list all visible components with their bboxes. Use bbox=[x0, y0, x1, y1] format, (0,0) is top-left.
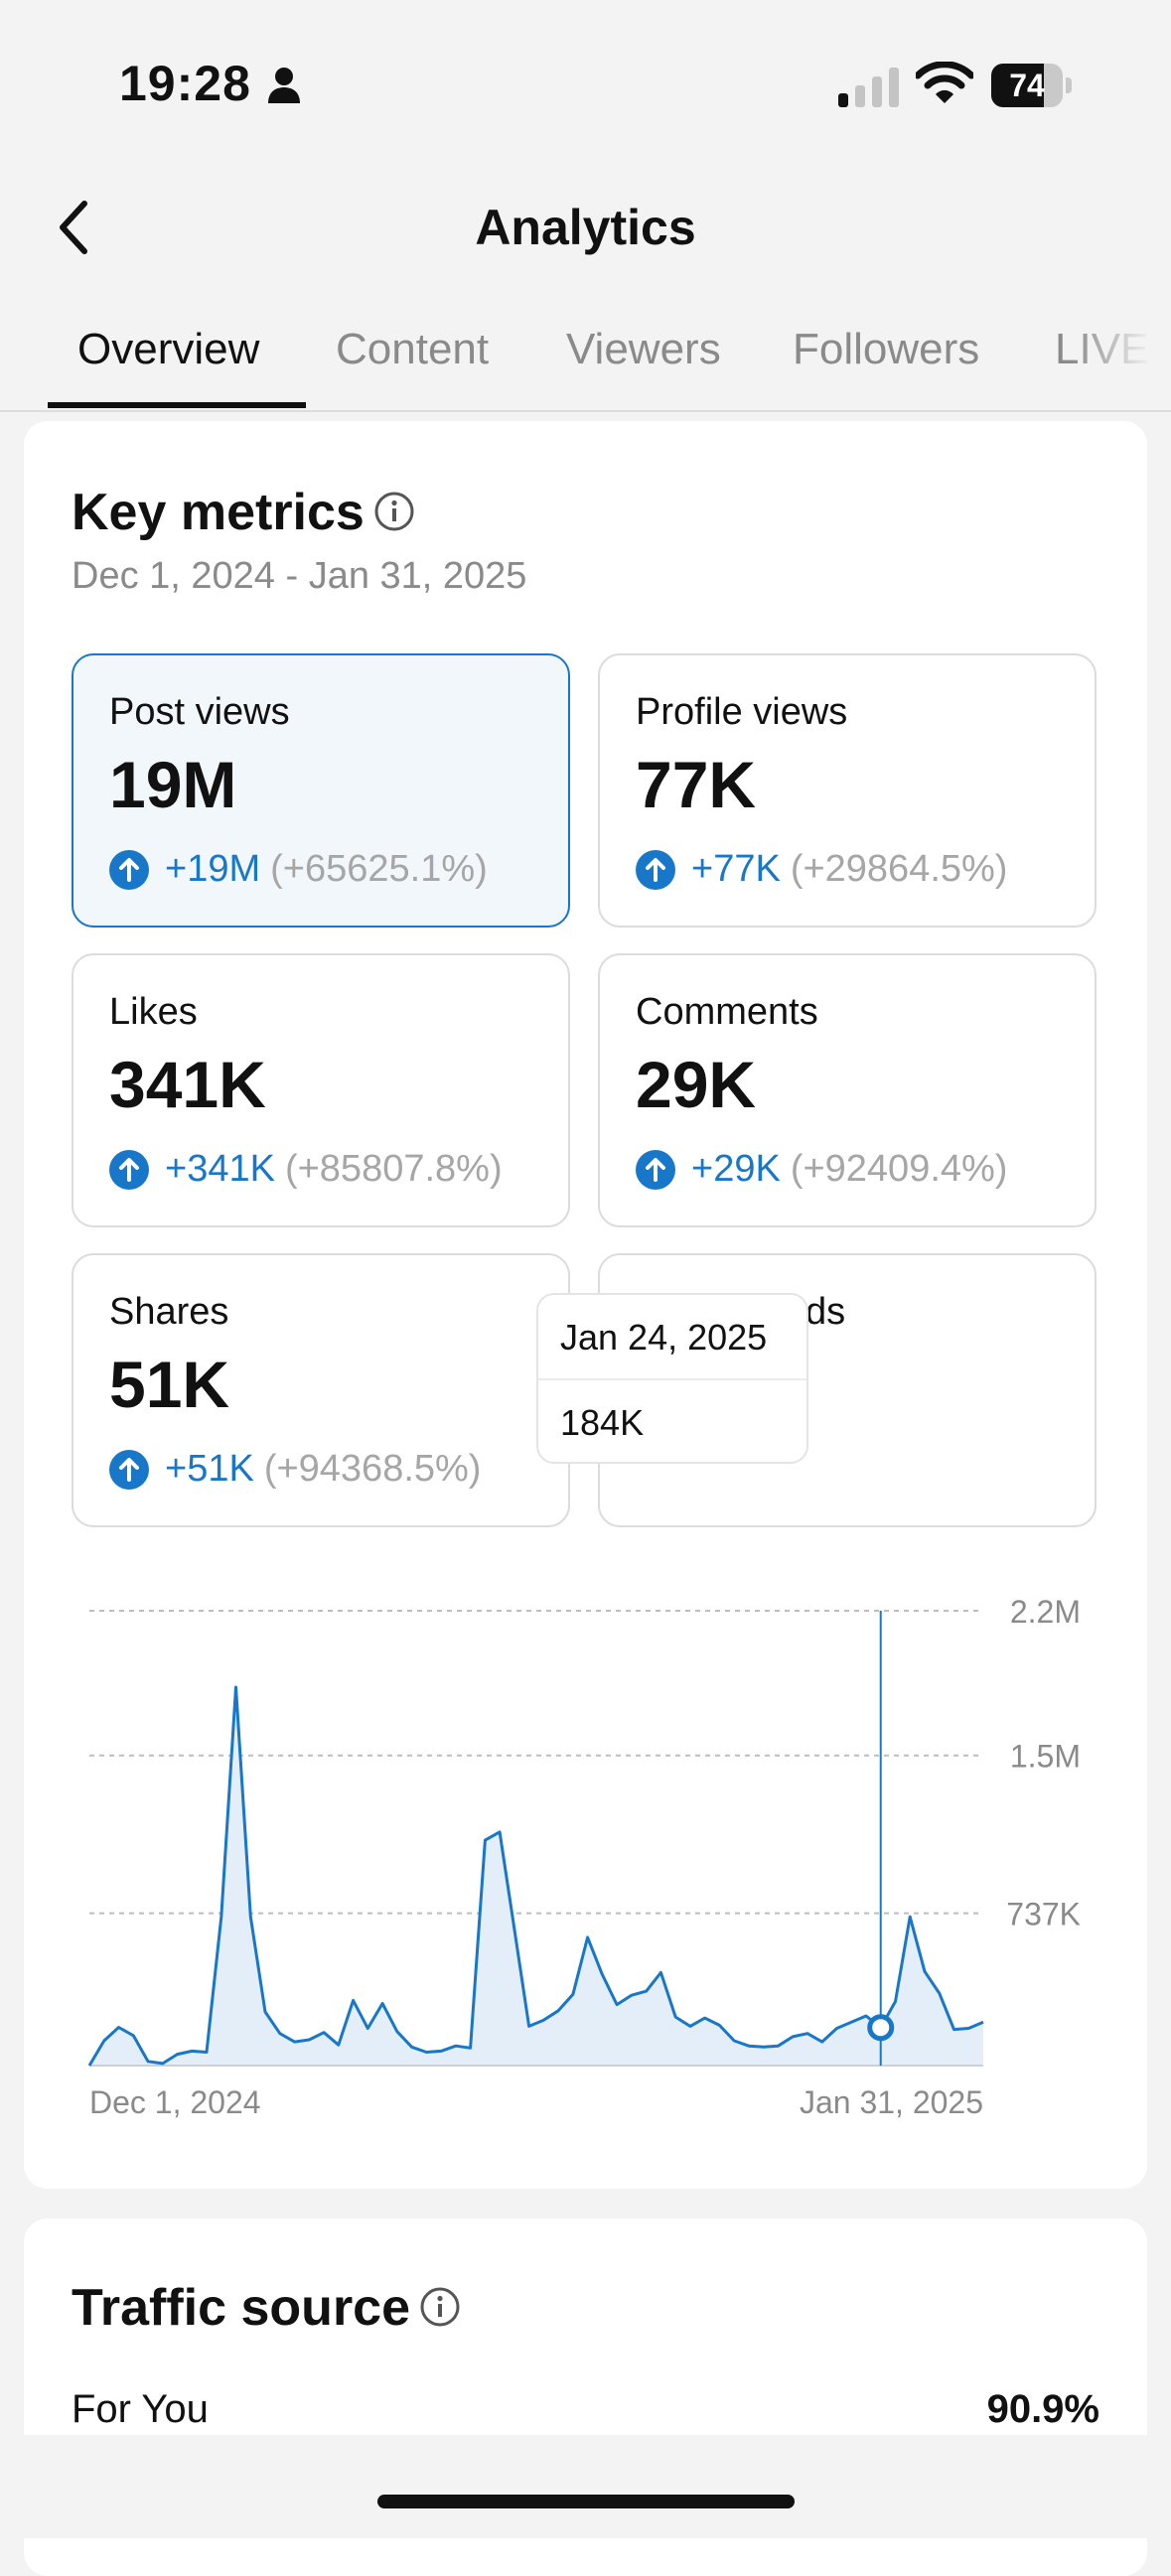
arrow-up-icon bbox=[109, 1449, 149, 1490]
chevron-left-icon bbox=[60, 201, 87, 254]
metric-value: 77K bbox=[636, 748, 757, 821]
metric-comments[interactable]: Comments 29K +29K (+92409.4%) bbox=[598, 953, 1097, 1227]
home-indicator[interactable] bbox=[377, 2495, 795, 2508]
metric-delta: +341K bbox=[165, 1148, 275, 1190]
metric-label: Comments bbox=[636, 991, 818, 1033]
wifi-icon bbox=[916, 62, 973, 103]
metric-percent: (+65625.1%) bbox=[270, 848, 488, 890]
arrow-up-icon bbox=[109, 849, 149, 890]
metric-percent: (+92409.4%) bbox=[790, 1148, 1008, 1190]
back-button[interactable] bbox=[40, 193, 109, 262]
traffic-label: For You bbox=[72, 2387, 209, 2431]
x-tick-label: Dec 1, 2024 bbox=[89, 2084, 261, 2120]
metric-delta: +19M bbox=[165, 848, 261, 890]
info-icon[interactable] bbox=[419, 2286, 461, 2328]
active-tab-indicator bbox=[48, 402, 306, 408]
metric-percent: (+29864.5%) bbox=[790, 848, 1008, 890]
metric-label: Shares bbox=[109, 1291, 229, 1333]
metric-delta: +51K bbox=[165, 1448, 254, 1490]
metric-percent: (+94368.5%) bbox=[263, 1448, 482, 1490]
metric-delta: +29K bbox=[691, 1148, 781, 1190]
y-tick-label: 2.2M bbox=[1010, 1594, 1081, 1630]
metric-likes[interactable]: Likes 341K +341K (+85807.8%) bbox=[72, 953, 570, 1227]
post-views-chart[interactable]: 2.2M 1.5M 737K Dec 1, 2024 Jan 31, 2025 bbox=[0, 0, 1171, 2145]
metric-change: +29K (+92409.4%) bbox=[636, 1148, 1007, 1191]
metric-value: 19M bbox=[109, 748, 237, 821]
tab-followers[interactable]: Followers bbox=[793, 325, 980, 373]
tab-viewers[interactable]: Viewers bbox=[566, 325, 721, 373]
battery-icon: 74 bbox=[991, 64, 1073, 107]
chart-tooltip: Jan 24, 2025 184K bbox=[536, 1293, 808, 1464]
tab-overview[interactable]: Overview bbox=[77, 325, 260, 373]
metric-value: 51K bbox=[109, 1348, 230, 1421]
arrow-up-icon bbox=[636, 849, 675, 890]
metric-value: 29K bbox=[636, 1048, 757, 1121]
metric-label: Profile views bbox=[636, 691, 848, 733]
battery-level: 74 bbox=[1009, 68, 1045, 103]
y-tick-label: 737K bbox=[1006, 1897, 1081, 1932]
key-metrics-title: Key metrics bbox=[72, 484, 365, 541]
info-icon[interactable] bbox=[373, 491, 415, 532]
status-time: 19:28 bbox=[119, 56, 251, 111]
metric-value: 341K bbox=[109, 1048, 266, 1121]
bottom-safe-area bbox=[0, 2435, 1171, 2538]
metric-percent: (+85807.8%) bbox=[284, 1148, 503, 1190]
traffic-percent: 90.9% bbox=[986, 2387, 1099, 2431]
metric-profile-views[interactable]: Profile views 77K +77K (+29864.5%) bbox=[598, 653, 1097, 928]
x-tick-label: Jan 31, 2025 bbox=[800, 2084, 983, 2120]
y-tick-label: 1.5M bbox=[1010, 1739, 1081, 1775]
page-title: Analytics bbox=[475, 200, 696, 255]
cellular-signal-icon bbox=[838, 68, 899, 107]
series-line bbox=[87, 1685, 984, 2067]
metric-delta: +77K bbox=[691, 848, 781, 890]
metric-change: +77K (+29864.5%) bbox=[636, 848, 1007, 891]
arrow-up-icon bbox=[636, 1149, 675, 1190]
highlight-point bbox=[867, 2014, 895, 2042]
tooltip-date: Jan 24, 2025 bbox=[560, 1317, 768, 1358]
metric-change: +19M (+65625.1%) bbox=[109, 848, 488, 891]
traffic-row-for-you: For You 90.9% bbox=[72, 2387, 1099, 2432]
metric-label: Likes bbox=[109, 991, 198, 1033]
tooltip-value: 184K bbox=[560, 1402, 645, 1443]
metric-change: +341K (+85807.8%) bbox=[109, 1148, 503, 1191]
date-range: Dec 1, 2024 - Jan 31, 2025 bbox=[72, 555, 527, 597]
metric-post-views[interactable]: Post views 19M +19M (+65625.1%) bbox=[72, 653, 570, 928]
status-bar: 19:28 74 bbox=[0, 0, 1171, 169]
metric-change: +51K (+94368.5%) bbox=[109, 1448, 481, 1491]
person-icon bbox=[268, 68, 300, 103]
traffic-source-title: Traffic source bbox=[72, 2279, 411, 2337]
nav-bar: Analytics bbox=[0, 179, 1171, 278]
tab-content[interactable]: Content bbox=[336, 325, 490, 373]
metric-label: Post views bbox=[109, 691, 290, 733]
metric-shares[interactable]: Shares 51K +51K (+94368.5%) bbox=[72, 1253, 570, 1527]
arrow-up-icon bbox=[109, 1149, 149, 1190]
